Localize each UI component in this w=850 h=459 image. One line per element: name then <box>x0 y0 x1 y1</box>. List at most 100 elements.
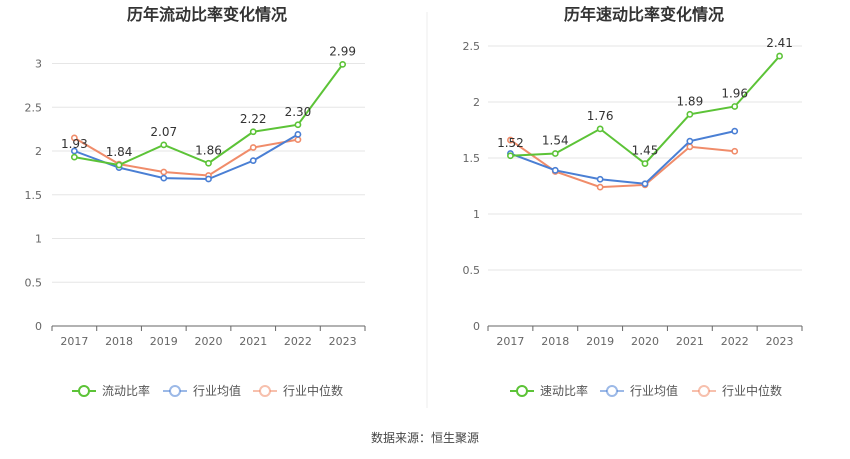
legend-label: 行业均值 <box>630 383 678 398</box>
series-line-2 <box>73 137 299 177</box>
data-label: 1.89 <box>676 94 703 108</box>
series-line-2 <box>509 139 735 189</box>
data-point[interactable] <box>160 141 168 149</box>
data-point[interactable] <box>596 183 604 191</box>
x-tick-label: 2020 <box>195 335 223 348</box>
data-point[interactable] <box>596 125 604 133</box>
legend-label: 行业中位数 <box>722 383 782 398</box>
data-point[interactable] <box>507 152 514 160</box>
data-point[interactable] <box>160 168 168 176</box>
data-label: 1.96 <box>721 86 748 100</box>
x-tick-label: 2022 <box>284 335 312 348</box>
data-label: 1.76 <box>587 109 614 123</box>
data-label: 2.41 <box>766 36 793 50</box>
legend-marker <box>606 385 618 397</box>
data-point[interactable] <box>641 160 649 167</box>
x-tick-label: 2023 <box>329 335 357 348</box>
x-tick-label: 2019 <box>586 335 614 348</box>
legend-marker <box>169 385 181 397</box>
legend-marker <box>78 385 90 397</box>
data-point[interactable] <box>294 130 302 138</box>
legend-label: 行业中位数 <box>283 383 343 398</box>
data-point[interactable] <box>596 175 604 183</box>
x-tick-label: 2021 <box>239 335 267 348</box>
legend-item-2[interactable]: 行业中位数 <box>692 383 782 398</box>
data-point[interactable] <box>205 175 212 183</box>
legend-item-2[interactable]: 行业中位数 <box>253 383 343 398</box>
chart-title: 历年速动比率变化情况 <box>564 5 724 24</box>
data-point[interactable] <box>70 147 78 155</box>
data-point[interactable] <box>551 166 559 174</box>
data-label: 1.54 <box>542 134 569 148</box>
x-tick-label: 2020 <box>631 335 659 348</box>
legend-label: 行业均值 <box>193 383 241 398</box>
current-ratio-chart: 历年流动比率变化情况 0 0.5 1 1.5 2 2.5 3 2017 2018 2019 2020 2… <box>25 5 366 398</box>
y-tick-label: 0 <box>473 320 480 333</box>
legend-item-1[interactable]: 行业均值 <box>600 383 678 398</box>
data-label: 2.07 <box>150 125 177 139</box>
x-tick-label: 2017 <box>496 335 524 348</box>
data-point[interactable] <box>686 137 694 145</box>
data-point[interactable] <box>731 127 739 135</box>
data-point[interactable] <box>731 103 739 110</box>
y-tick-label: 0.5 <box>463 264 481 277</box>
data-point[interactable] <box>115 161 123 169</box>
data-point[interactable] <box>249 144 257 151</box>
y-tick-label: 1 <box>35 233 42 246</box>
data-label: 1.84 <box>106 145 133 159</box>
data-point[interactable] <box>776 52 783 60</box>
y-tick-label: 0 <box>35 320 42 333</box>
data-point[interactable] <box>686 110 694 118</box>
data-point[interactable] <box>249 157 257 165</box>
y-tick-label: 1.5 <box>25 189 43 202</box>
data-point[interactable] <box>249 128 257 136</box>
legend-label: 速动比率 <box>540 383 588 398</box>
y-tick-label: 2 <box>35 145 42 158</box>
chart-title: 历年流动比率变化情况 <box>127 5 287 24</box>
y-tick-label: 2 <box>473 96 480 109</box>
source-label: 数据来源：恒生聚源 <box>371 430 479 445</box>
y-tick-label: 1 <box>473 208 480 221</box>
data-label: 1.45 <box>632 144 659 158</box>
data-point[interactable] <box>339 60 347 68</box>
data-point[interactable] <box>70 134 78 142</box>
x-tick-label: 2018 <box>105 335 133 348</box>
y-tick-label: 0.5 <box>25 276 43 289</box>
x-tick-label: 2021 <box>676 335 704 348</box>
data-point[interactable] <box>160 174 168 182</box>
legend-marker <box>259 385 271 397</box>
x-tick-label: 2017 <box>60 335 88 348</box>
data-label: 2.30 <box>285 105 312 119</box>
data-label: 1.52 <box>497 136 524 150</box>
legend-item-1[interactable]: 行业均值 <box>163 383 241 398</box>
legend-item-0[interactable]: 流动比率 <box>72 383 150 398</box>
legend-marker <box>698 385 710 397</box>
data-point[interactable] <box>731 147 739 155</box>
data-label: 1.93 <box>61 137 88 151</box>
legend-item-0[interactable]: 速动比率 <box>510 383 588 398</box>
data-point[interactable] <box>686 143 694 151</box>
y-tick-label: 2.5 <box>463 40 481 53</box>
x-tick-label: 2019 <box>150 335 178 348</box>
y-tick-label: 3 <box>35 58 42 71</box>
x-tick-label: 2023 <box>766 335 794 348</box>
data-label: 2.99 <box>329 44 356 58</box>
data-point[interactable] <box>294 121 302 129</box>
data-point[interactable] <box>294 136 302 144</box>
data-label: 1.86 <box>195 143 222 157</box>
x-tick-label: 2022 <box>721 335 749 348</box>
y-tick-label: 1.5 <box>463 152 481 165</box>
data-point[interactable] <box>641 180 649 188</box>
data-label: 2.22 <box>240 112 267 126</box>
data-point[interactable] <box>507 136 514 144</box>
series-line-1 <box>510 130 735 185</box>
x-tick-label: 2018 <box>541 335 569 348</box>
y-tick-label: 2.5 <box>25 101 43 114</box>
data-point[interactable] <box>551 150 559 157</box>
legend-label: 流动比率 <box>102 383 150 398</box>
data-point[interactable] <box>205 159 212 167</box>
data-point[interactable] <box>70 153 78 161</box>
series-line-1 <box>74 133 299 181</box>
